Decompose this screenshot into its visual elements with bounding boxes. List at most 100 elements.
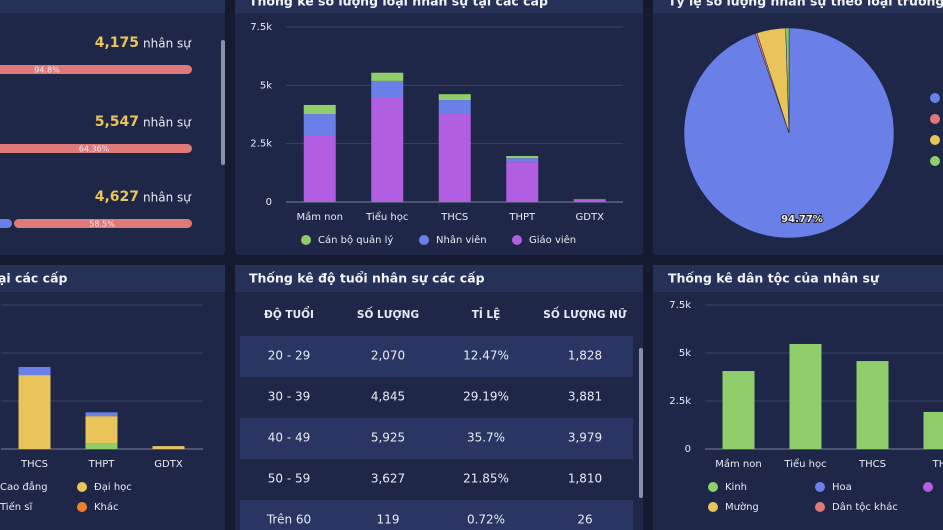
table-header: TỈ LỆ (472, 307, 501, 321)
table-cell: 2,070 (371, 349, 405, 363)
legend-marker (923, 482, 933, 492)
bar-segment (438, 94, 471, 101)
legend-label: Tiến sĩ (0, 501, 32, 513)
bar-segment (371, 97, 404, 202)
pie-label: 94.77% (781, 214, 823, 225)
table-cell: 21.85% (463, 472, 509, 486)
table-cell: 3,627 (371, 472, 405, 486)
bar-segment (506, 158, 539, 163)
chart-title: Tỷ lệ số lượng nhân sự theo loại trường (668, 0, 943, 9)
chart-title: Thống kê số lượng loại nhân sự tại các c… (249, 0, 548, 9)
y-tick-label: 2.5k (250, 139, 272, 150)
progress-label: 94.8% (34, 66, 60, 75)
progress-segment (0, 219, 12, 228)
bar-segment (789, 343, 822, 449)
panel-header (235, 265, 643, 292)
progress-bar (14, 219, 192, 228)
legend-label: Giáo viên (529, 234, 576, 246)
bar-segment (85, 416, 118, 444)
bar-segment (152, 446, 185, 449)
scrollbar[interactable] (221, 40, 225, 165)
table-cell: 3,979 (568, 431, 602, 445)
legend-marker (419, 235, 429, 245)
legend-label: Kinh (725, 482, 747, 493)
legend-marker (815, 502, 825, 512)
chart-title: tại các cấp (0, 271, 67, 286)
x-tick-label: GDTX (576, 212, 605, 223)
bar-segment (85, 412, 118, 417)
table-cell: 20 - 29 (268, 349, 311, 363)
x-tick-label: THCS (858, 459, 886, 470)
y-tick-label: 0 (266, 197, 272, 208)
progress-bar (0, 65, 192, 74)
y-tick-label: 5k (260, 80, 272, 91)
staff-count: 4,175 (95, 35, 139, 51)
legend-marker (708, 502, 718, 512)
bar-segment (303, 104, 336, 115)
legend-label: Dân tộc khác (832, 501, 898, 513)
panel (0, 265, 225, 530)
panel-header (0, 265, 225, 292)
bar-segment (438, 100, 471, 115)
legend-marker (930, 93, 940, 103)
legend-label: Cao đẳng (0, 480, 48, 493)
legend-label: Cán bộ quản lý (318, 234, 393, 246)
legend-marker (930, 114, 940, 124)
x-tick-label: THPT (88, 459, 116, 470)
table-cell: 1,828 (568, 349, 602, 363)
x-tick-label: Mầm non (297, 211, 343, 223)
y-tick-label: 7.5k (250, 22, 272, 33)
staff-unit: nhân sự (143, 116, 192, 130)
x-tick-label: Tiểu học (783, 457, 826, 470)
table-cell: 40 - 49 (268, 431, 311, 445)
bar-segment (303, 114, 336, 136)
bar-segment (856, 361, 889, 449)
legend-marker (930, 156, 940, 166)
legend-label: Khác (94, 501, 119, 513)
table-cell: 30 - 39 (268, 390, 311, 404)
bar-segment (573, 199, 606, 202)
bar-segment (371, 80, 404, 97)
x-tick-label: THCS (20, 459, 48, 470)
x-tick-label: THPT (508, 212, 536, 223)
legend-label: Mường (725, 501, 759, 513)
table-cell: 35.7% (467, 431, 505, 445)
bar-segment (722, 371, 755, 449)
staff-unit: nhân sự (143, 191, 192, 205)
table-header: SỐ LƯỢNG NỮ (543, 306, 627, 321)
y-tick-label: 0 (685, 444, 691, 455)
table-cell: 0.72% (467, 513, 505, 527)
table-cell: 1,810 (568, 472, 602, 486)
staff-count: 5,547 (95, 114, 139, 130)
x-tick-label: THCS (440, 212, 468, 223)
table-row (240, 500, 633, 530)
y-tick-label: 7.5k (669, 300, 691, 311)
panel-header (235, 0, 643, 13)
bar-segment (923, 411, 943, 449)
panel-header (653, 265, 943, 292)
x-tick-label: TH (932, 459, 943, 470)
table-cell: Trên 60 (266, 513, 311, 527)
pie-slice (785, 27, 790, 134)
bar-segment (18, 367, 51, 376)
legend-marker (512, 235, 522, 245)
progress-bar (0, 144, 192, 153)
legend-label: Nhân viên (436, 234, 487, 246)
legend-label: Đại học (94, 482, 132, 493)
legend-marker (930, 135, 940, 145)
table-header: ĐỘ TUỔI (264, 306, 314, 321)
progress-label: 64.36% (79, 145, 110, 154)
legend-marker (77, 502, 87, 512)
scrollbar[interactable] (639, 348, 643, 498)
table-cell: 29.19% (463, 390, 509, 404)
bar-segment (85, 443, 118, 449)
table-cell: 3,881 (568, 390, 602, 404)
panel-header (0, 0, 225, 13)
legend-marker (815, 482, 825, 492)
x-tick-label: GDTX (154, 459, 183, 470)
table-cell: 26 (577, 513, 592, 527)
table-cell: 50 - 59 (268, 472, 311, 486)
chart-title: Thống kê dân tộc của nhân sự (668, 271, 880, 286)
table-row (240, 459, 633, 500)
